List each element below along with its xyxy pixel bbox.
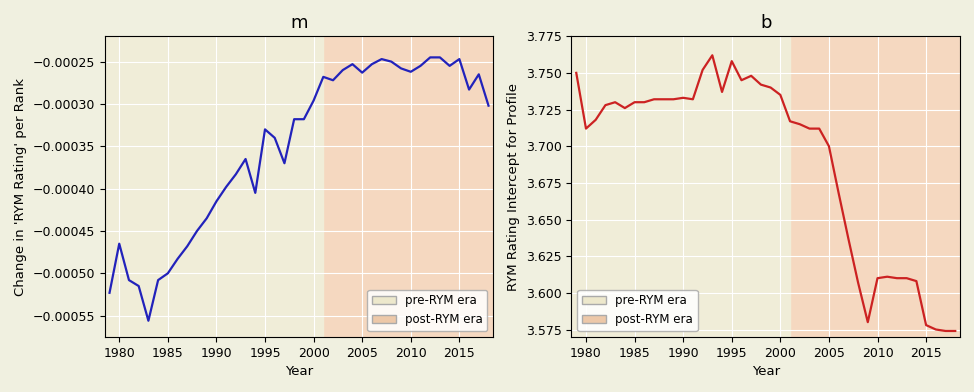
Bar (572, 36, 790, 337)
Title: b: b (760, 14, 771, 32)
Y-axis label: RYM Rating Intercept for Profile: RYM Rating Intercept for Profile (507, 83, 520, 290)
X-axis label: Year: Year (752, 365, 780, 378)
X-axis label: Year: Year (285, 365, 313, 378)
Title: m: m (290, 14, 308, 32)
Y-axis label: Change in 'RYM Rating' per Rank: Change in 'RYM Rating' per Rank (14, 78, 27, 296)
Legend: pre-RYM era, post-RYM era: pre-RYM era, post-RYM era (367, 290, 487, 331)
Bar (104, 36, 323, 337)
Legend: pre-RYM era, post-RYM era: pre-RYM era, post-RYM era (578, 290, 697, 331)
